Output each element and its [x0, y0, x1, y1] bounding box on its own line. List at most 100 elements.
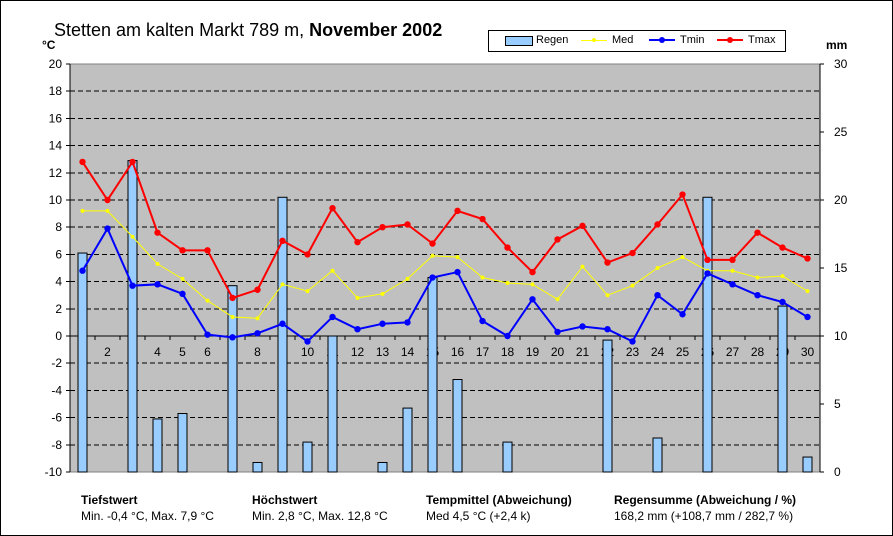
point-tmin [579, 323, 586, 330]
left-tick-label: -2 [51, 356, 62, 370]
plot-area [69, 63, 821, 473]
x-tick-label: 6 [204, 345, 211, 359]
point-tmax [354, 238, 361, 246]
point-med [330, 268, 335, 273]
point-med [455, 255, 460, 260]
stat-tempmittel: Tempmittel (Abweichung) Med 4,5 °C (+2,4… [426, 492, 572, 524]
left-tick-label: -8 [51, 438, 62, 452]
legend-label-tmin: Tmin [680, 34, 705, 46]
x-tick-label: 8 [254, 345, 261, 359]
point-tmin [704, 270, 711, 277]
point-tmax [454, 207, 461, 215]
point-med [530, 282, 535, 287]
x-tick-label: 2 [104, 345, 111, 359]
x-tick-label: 27 [726, 345, 740, 359]
point-tmin [804, 313, 811, 321]
bar-regen [402, 407, 413, 473]
left-tick-label: 0 [55, 329, 62, 343]
chart-title: Stetten am kalten Markt 789 m, November … [54, 20, 442, 41]
point-med [480, 275, 485, 280]
x-tick-label: 19 [526, 345, 540, 359]
title-prefix: Stetten am kalten Markt 789 m, [54, 20, 305, 40]
point-med [255, 316, 260, 321]
bar-regen [502, 441, 513, 473]
point-tmin [79, 267, 86, 274]
line-tmin [81, 226, 809, 343]
point-med [505, 280, 510, 285]
left-tick-label: -4 [51, 383, 62, 397]
point-tmin [629, 338, 636, 345]
x-tick-label: 25 [676, 345, 690, 359]
x-tick-label: 12 [351, 345, 365, 359]
point-med [680, 255, 685, 260]
left-tick-label: -6 [51, 411, 62, 425]
point-tmax [404, 221, 411, 228]
x-tick-label: 16 [451, 345, 465, 359]
point-med [105, 208, 110, 213]
right-tick-label: 20 [834, 193, 848, 207]
bar-regen [602, 339, 613, 473]
point-tmin [104, 225, 111, 232]
point-med [380, 291, 385, 296]
point-med [280, 282, 285, 287]
stat-tiefstwert: Tiefstwert Min. -0,4 °C, Max. 7,9 °C [81, 492, 214, 524]
left-tick-label: 6 [55, 247, 62, 261]
point-tmax [554, 236, 561, 243]
point-med [355, 295, 360, 300]
right-tick-label: 0 [834, 465, 841, 479]
stat-heading: Tempmittel (Abweichung) [426, 493, 572, 507]
point-tmax [729, 256, 736, 264]
point-tmax [529, 268, 536, 276]
bar-regen [427, 277, 438, 473]
legend-marker-tmin [659, 37, 665, 43]
right-tick-label: 5 [834, 397, 841, 411]
left-tick-label: -10 [45, 465, 63, 479]
left-tick-label: 2 [55, 302, 62, 316]
point-tmax [179, 247, 186, 254]
point-tmax [254, 286, 261, 293]
stat-text: Min. 2,8 °C, Max. 12,8 °C [252, 509, 388, 523]
point-tmin [129, 282, 136, 289]
point-tmin [754, 292, 761, 299]
bar-regen [377, 461, 388, 473]
point-tmin [304, 338, 311, 345]
title-period: November 2002 [309, 20, 443, 40]
stat-heading: Tiefstwert [81, 493, 138, 507]
right-tick-label: 25 [834, 125, 848, 139]
x-tick-label: 30 [801, 345, 815, 359]
bar-regen [152, 418, 163, 473]
point-tmax [504, 244, 511, 251]
point-tmax [279, 237, 286, 244]
point-tmin [679, 311, 686, 318]
bar-regen [77, 252, 88, 473]
point-tmax [154, 229, 161, 236]
point-tmax [229, 294, 236, 302]
x-tick-label: 20 [551, 345, 565, 359]
point-med [305, 289, 310, 294]
legend-label-med: Med [612, 34, 634, 46]
bar-regen [177, 413, 188, 473]
point-tmax [779, 244, 786, 251]
left-tick-label: 14 [49, 139, 63, 153]
point-tmin [379, 320, 386, 327]
point-tmin [654, 292, 661, 299]
point-tmin [504, 332, 511, 340]
point-med [155, 261, 160, 266]
left-axis-unit: °C [42, 38, 56, 52]
point-med [555, 297, 560, 302]
bar-regen [277, 196, 288, 473]
right-tick-label: 10 [834, 329, 848, 343]
bar-regen [452, 379, 463, 473]
legend-swatch-regen [505, 36, 533, 46]
point-tmax [679, 191, 686, 198]
left-tick-label: 20 [49, 57, 63, 71]
point-med [805, 289, 810, 294]
right-axis-unit: mm [826, 38, 848, 52]
point-tmin [479, 317, 486, 325]
point-med [205, 298, 210, 303]
x-tick-label: 17 [476, 345, 490, 359]
point-tmin [404, 319, 411, 326]
point-tmax [579, 222, 586, 230]
point-tmin [204, 331, 211, 338]
x-tick-label: 21 [576, 345, 590, 359]
